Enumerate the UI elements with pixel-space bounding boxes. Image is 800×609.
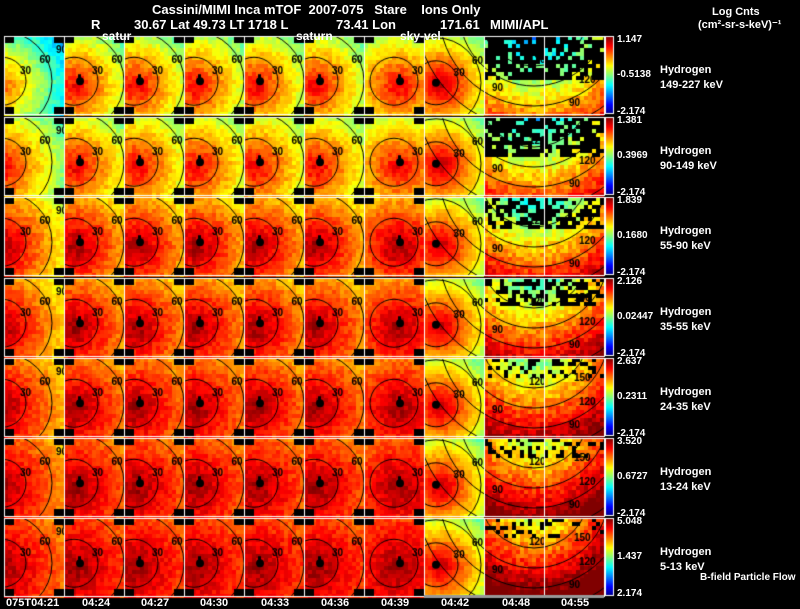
colorbar-min-label: -2.174 (617, 106, 646, 117)
overlay-label-sky-vel: sky-vel (400, 29, 441, 43)
plot-title: Cassini/MIMI Inca mTOF 2007-075 Stare Io… (152, 2, 481, 17)
colorbar-min-label: -2.174 (617, 348, 646, 359)
row-species-label: Hydrogen (660, 225, 712, 237)
row-energy-label: 24-35 keV (660, 401, 711, 413)
colorbar-mid-label: 0.02447 (617, 311, 654, 322)
row-species-label: Hydrogen (660, 386, 712, 398)
colorbar-max-label: 2.126 (617, 276, 643, 287)
units-label: (cm²-sr-s-keV)⁻¹ (698, 19, 782, 31)
row-species-label: Hydrogen (660, 546, 712, 558)
header-lon: 73.41 Lon (336, 17, 396, 32)
colorbar-max-label: 1.839 (617, 195, 643, 206)
colorbar-max-label: 5.048 (617, 516, 643, 527)
time-label: 04:30 (200, 597, 229, 609)
time-label: 04:39 (381, 597, 410, 609)
colorbar-mid-label: 0.2311 (617, 391, 648, 402)
row-energy-label: 55-90 keV (660, 240, 711, 252)
row-energy-label: 149-227 keV (660, 79, 723, 91)
header-value: 171.61 (440, 17, 480, 32)
header-org: MIMI/APL (490, 17, 549, 32)
colorbar-min-label: -2.174 (617, 508, 646, 519)
row-species-label: Hydrogen (660, 145, 712, 157)
time-label: 04:33 (261, 597, 290, 609)
colorbar-max-label: 2.637 (617, 356, 643, 367)
time-label: 04:48 (502, 597, 531, 609)
row-energy-label: 35-55 keV (660, 321, 711, 333)
time-label: 04:36 (321, 597, 350, 609)
units-title: Log Cnts (712, 6, 760, 18)
colorbar-mid-label: -0.5138 (617, 69, 651, 80)
overlay-label-saturn: saturn (296, 29, 333, 43)
row-energy-label: 5-13 keV (660, 561, 705, 573)
colorbar-max-label: 3.520 (617, 436, 643, 447)
colorbar-min-label: -2.174 (617, 187, 646, 198)
colorbar-min-label: 2.174 (617, 588, 643, 599)
colorbar-max-label: 1.381 (617, 115, 643, 126)
colorbar-mid-label: 0.3969 (617, 150, 648, 161)
colorbar-min-label: -2.174 (617, 267, 646, 278)
time-label: 075T04:21 (6, 597, 60, 609)
row-species-label: Hydrogen (660, 466, 712, 478)
overlay-label-satur: satur (102, 29, 132, 43)
colorbar-mid-label: 0.1680 (617, 230, 648, 241)
header-lat-lt-l: 30.67 Lat 49.73 LT 1718 L (134, 17, 289, 32)
time-label: 04:55 (561, 597, 590, 609)
time-label: 04:27 (141, 597, 170, 609)
row-species-label: Hydrogen (660, 64, 712, 76)
colorbar-mid-label: 1.437 (617, 551, 643, 562)
row-energy-label: 90-149 keV (660, 160, 717, 172)
colorbar-min-label: -2.174 (617, 428, 646, 439)
header-r-label: R (91, 17, 101, 32)
footer-note: B-field Particle Flow (700, 572, 796, 583)
time-label: 04:42 (441, 597, 470, 609)
colorbar-max-label: 1.147 (617, 34, 643, 45)
colorbar-mid-label: 0.6727 (617, 471, 648, 482)
time-label: 04:24 (82, 597, 111, 609)
row-energy-label: 13-24 keV (660, 481, 711, 493)
row-species-label: Hydrogen (660, 306, 712, 318)
